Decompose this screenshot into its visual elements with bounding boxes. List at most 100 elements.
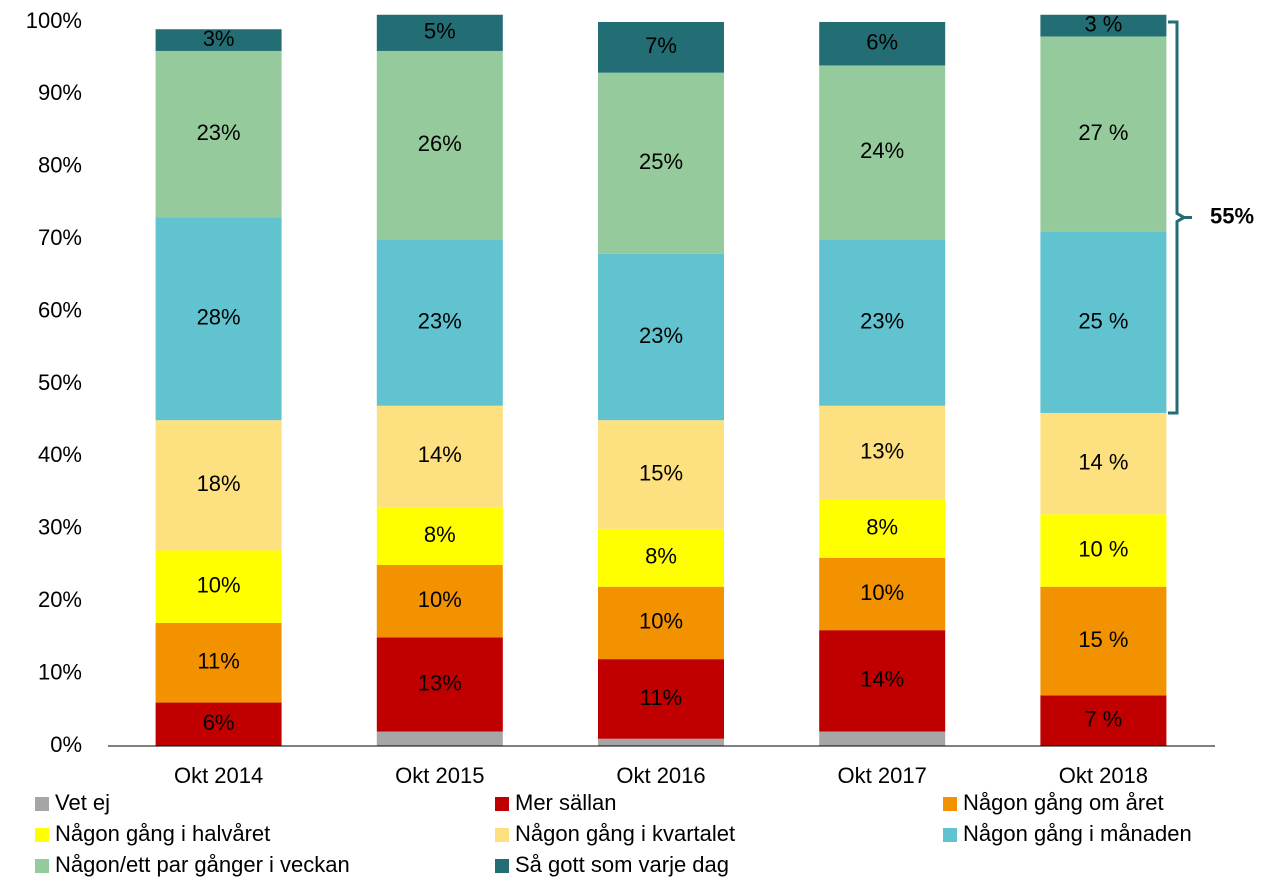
value-label: 10% — [418, 587, 462, 612]
value-label: 3 % — [1084, 11, 1122, 36]
bar-segment — [819, 65, 946, 240]
value-label: 14% — [418, 442, 462, 467]
value-label: 25 % — [1078, 308, 1128, 333]
y-tick-label: 100% — [26, 8, 82, 33]
bar-segment — [598, 22, 724, 73]
value-label: 28% — [197, 305, 241, 330]
value-label: 14 % — [1078, 449, 1128, 474]
x-tick-label: Okt 2016 — [616, 763, 705, 788]
value-label: 7 % — [1084, 706, 1122, 731]
legend-swatch — [943, 797, 957, 811]
value-label: 23% — [639, 323, 683, 348]
legend-label: Så gott som varje dag — [515, 852, 729, 877]
bar-segment — [1040, 36, 1167, 232]
bar-segment — [1040, 14, 1167, 37]
bar-segment — [598, 72, 724, 254]
y-tick-label: 20% — [38, 587, 82, 612]
y-tick-label: 50% — [38, 370, 82, 395]
bar-segment — [155, 622, 282, 703]
bar-segment — [376, 731, 503, 746]
bar-segment — [376, 14, 503, 51]
value-label: 23% — [860, 308, 904, 333]
y-tick-label: 70% — [38, 225, 82, 250]
bar-segment — [1040, 514, 1167, 587]
value-label: 3% — [203, 26, 235, 51]
legend-swatch — [35, 828, 49, 842]
value-label: 10% — [860, 580, 904, 605]
bar-segment — [155, 550, 282, 623]
value-label: 6% — [866, 30, 898, 55]
y-tick-label: 40% — [38, 442, 82, 467]
bar-segment — [819, 731, 946, 746]
bar-segment — [598, 586, 724, 660]
value-label: 25% — [639, 149, 683, 174]
bar-segment — [819, 630, 946, 732]
value-label: 13% — [418, 670, 462, 695]
bar-segment — [819, 405, 946, 500]
bracket — [1168, 20, 1192, 415]
y-tick-label: 80% — [38, 153, 82, 178]
legend-label: Någon gång i halvåret — [55, 821, 270, 846]
x-tick-label: Okt 2018 — [1059, 763, 1148, 788]
bar-segment — [1040, 231, 1167, 413]
x-tick-label: Okt 2015 — [395, 763, 484, 788]
legend-label: Någon gång om året — [963, 790, 1164, 815]
value-label: 24% — [860, 138, 904, 163]
legend-label: Någon/ett par gånger i veckan — [55, 852, 350, 877]
bar-segment — [155, 29, 282, 51]
bar-segment — [819, 499, 946, 558]
bar-segment — [376, 565, 503, 638]
legend-swatch — [35, 859, 49, 873]
bar-segment — [1040, 586, 1167, 696]
value-label: 13% — [860, 439, 904, 464]
bar-segment — [155, 702, 282, 746]
value-label: 8% — [866, 515, 898, 540]
value-label: 11% — [640, 685, 682, 710]
bar-segment — [376, 637, 503, 732]
y-tick-label: 0% — [50, 732, 82, 757]
bar-segment — [155, 50, 282, 218]
bar-segment — [155, 217, 282, 421]
bar-segment — [376, 239, 503, 406]
value-label: 18% — [197, 471, 241, 496]
bar-segment — [376, 507, 503, 565]
bar-segment — [1040, 412, 1167, 515]
bar-segment — [819, 22, 946, 66]
bar-segment — [376, 405, 503, 508]
bar-segment — [376, 50, 503, 240]
y-tick-label: 60% — [38, 297, 82, 322]
bar-segment — [598, 659, 724, 739]
value-label: 15 % — [1078, 627, 1128, 652]
value-label: 10% — [197, 573, 241, 598]
legend-label: Någon gång i månaden — [963, 821, 1192, 846]
value-label: 5% — [424, 19, 456, 44]
y-tick-label: 10% — [38, 659, 82, 684]
bar-segment — [598, 420, 724, 529]
value-label: 10 % — [1078, 536, 1128, 561]
legend-label: Mer sällan — [515, 790, 616, 815]
bar-segment — [598, 738, 724, 746]
legend-swatch — [495, 859, 509, 873]
bar-segment — [598, 253, 724, 421]
legend-swatch — [495, 797, 509, 811]
value-label: 23% — [418, 308, 462, 333]
value-label: 11% — [197, 649, 239, 674]
value-label: 26% — [418, 131, 462, 156]
value-label: 27 % — [1078, 120, 1128, 145]
value-label: 8% — [645, 544, 677, 569]
bar-segment — [819, 557, 946, 631]
legend-label: Vet ej — [55, 790, 110, 815]
value-label: 8% — [424, 522, 456, 547]
value-label: 15% — [639, 460, 683, 485]
x-tick-label: Okt 2017 — [838, 763, 927, 788]
legend-swatch — [943, 828, 957, 842]
bar-segment — [598, 528, 724, 587]
value-label: 23% — [197, 120, 241, 145]
value-label: 6% — [203, 710, 235, 735]
bar-segment — [1040, 695, 1167, 746]
bar-segment — [819, 239, 946, 406]
legend-swatch — [35, 797, 49, 811]
value-label: 7% — [645, 33, 677, 58]
bar-segment — [155, 420, 282, 551]
